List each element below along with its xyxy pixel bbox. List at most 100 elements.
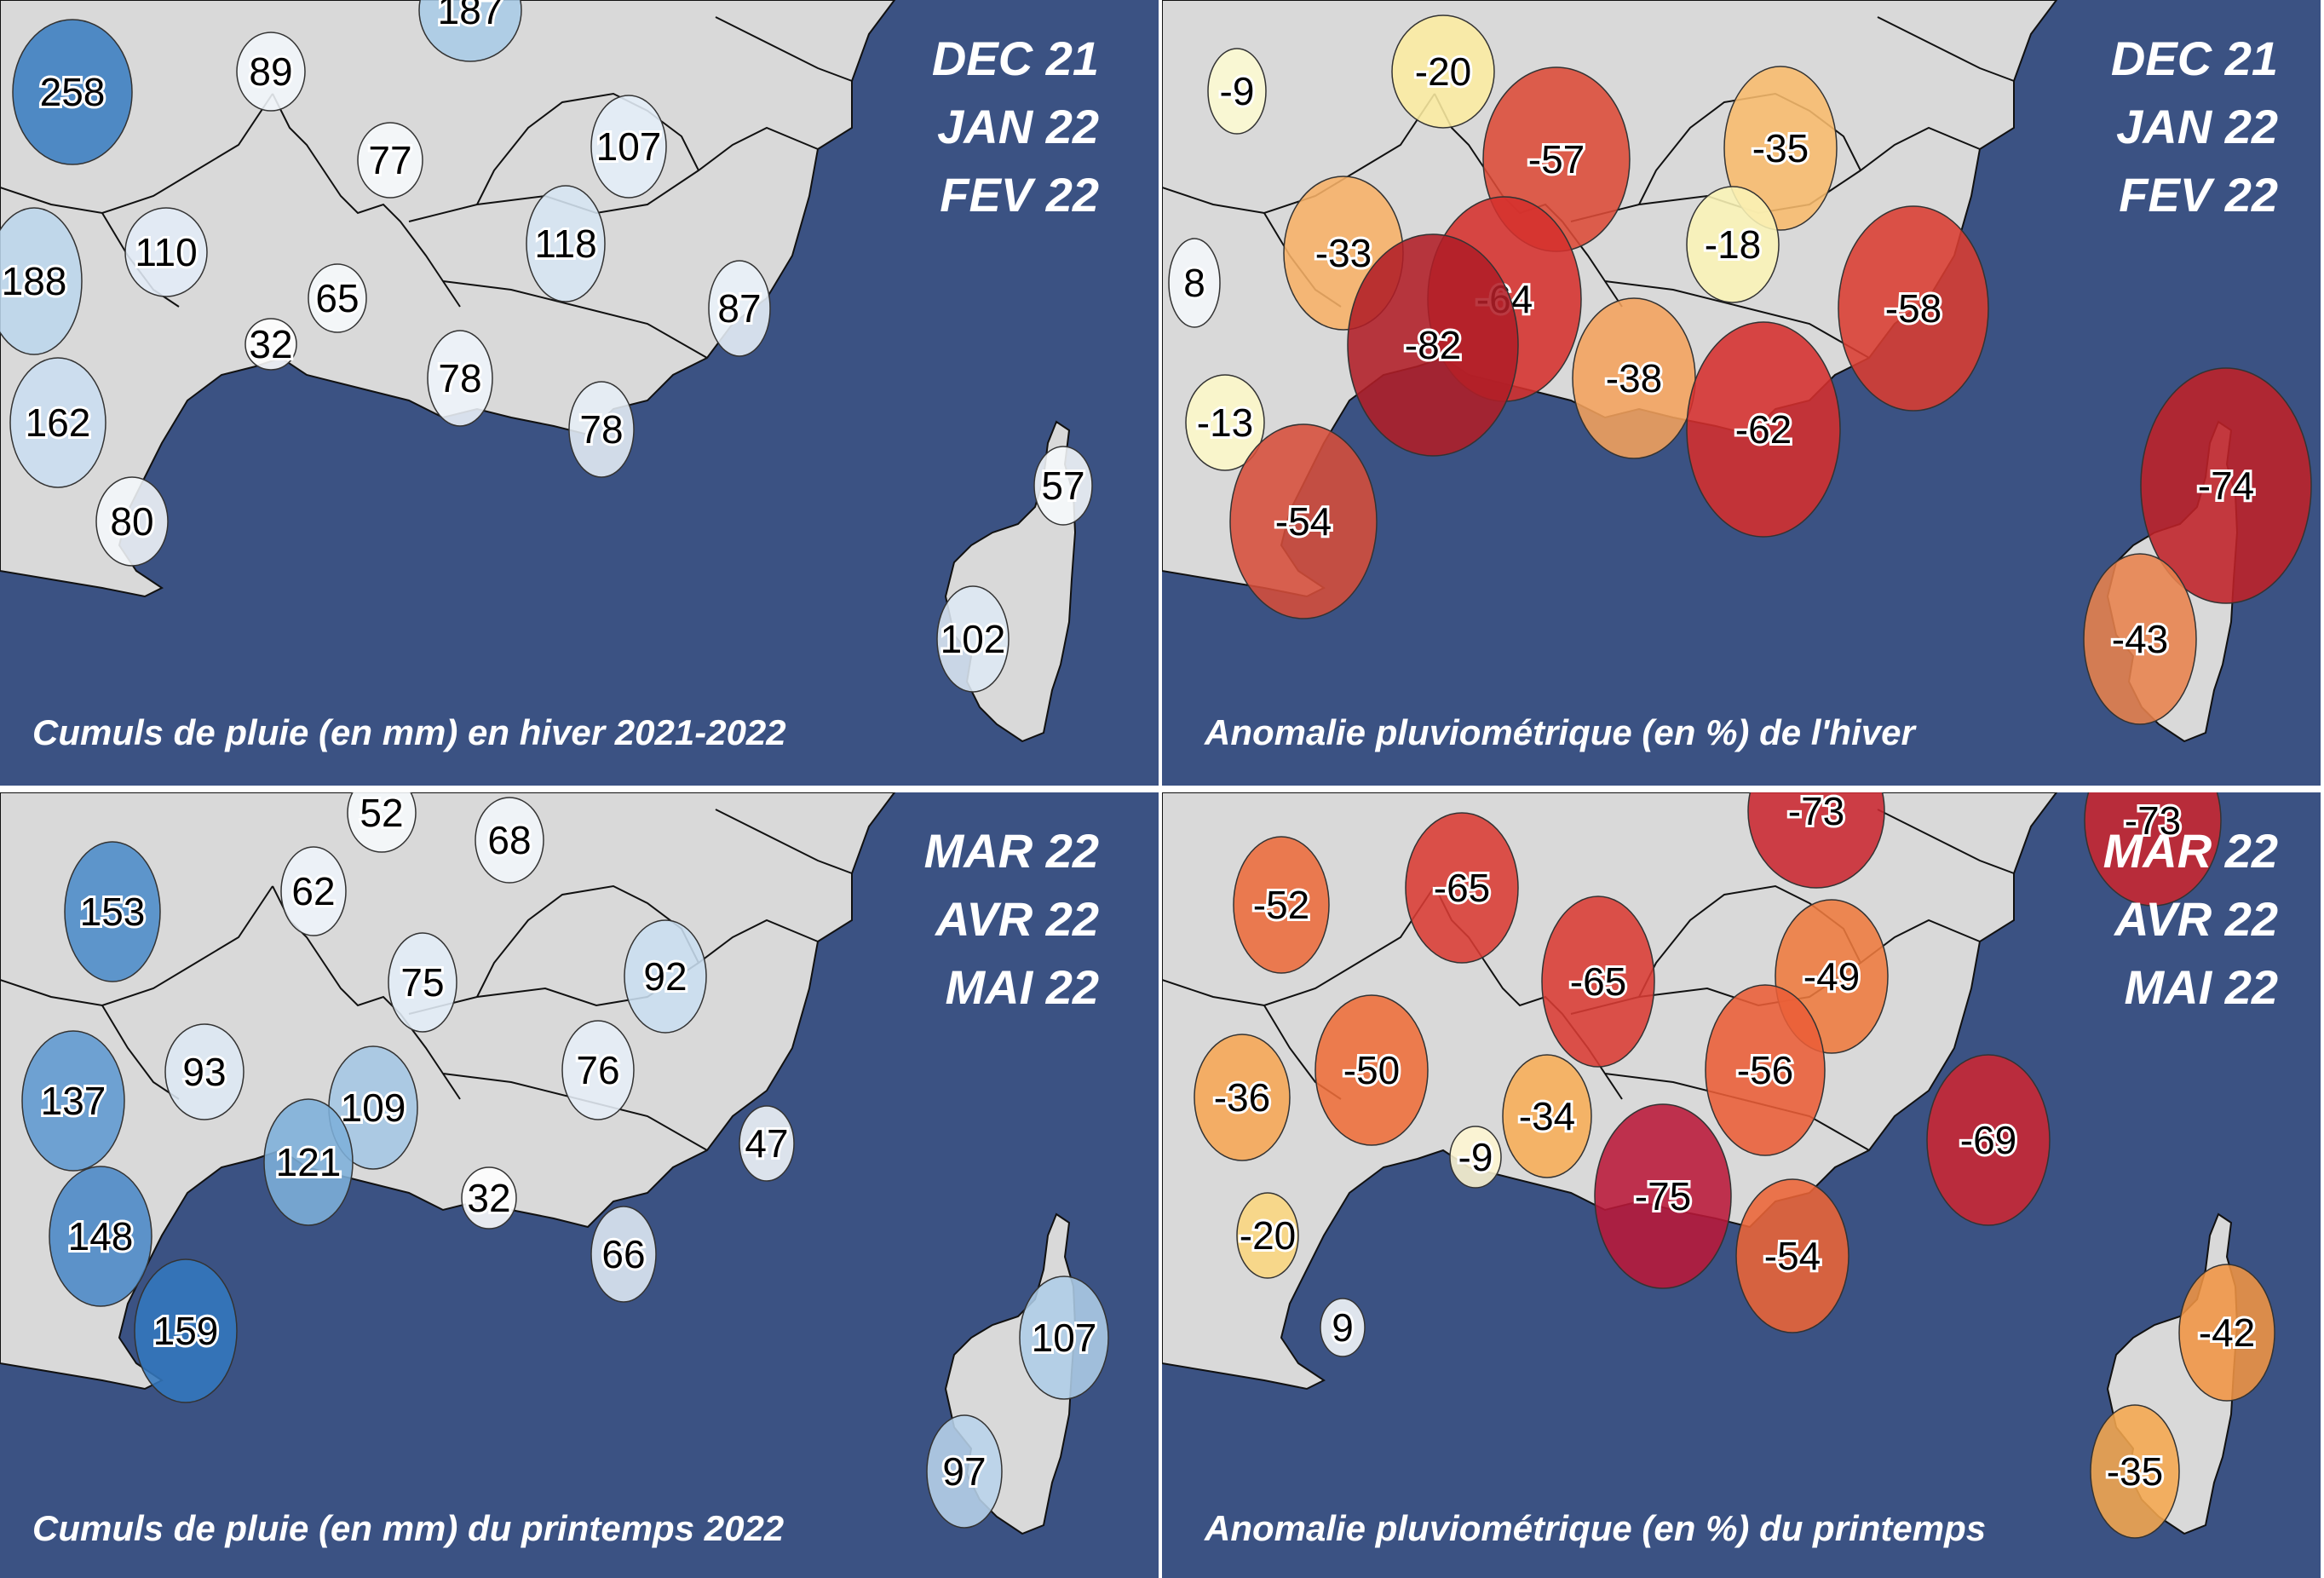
marker-value: -36 — [1214, 1075, 1270, 1120]
marker-value: -65 — [1434, 866, 1490, 910]
rainfall-marker: 32 — [461, 1166, 517, 1230]
rainfall-marker: -69 — [1926, 1054, 2051, 1226]
marker-circle — [1747, 792, 1885, 889]
marker-circle — [1449, 1126, 1502, 1189]
rainfall-marker: 107 — [1019, 1276, 1109, 1400]
rainfall-marker: 8 — [1168, 238, 1221, 328]
rainfall-marker: 62 — [280, 846, 347, 936]
marker-circle — [1168, 238, 1221, 328]
marker-circle — [21, 1030, 125, 1172]
marker-value: -82 — [1405, 323, 1461, 367]
marker-circle — [590, 95, 667, 199]
rainfall-marker: -74 — [2140, 367, 2312, 604]
rainfall-marker: 57 — [1033, 446, 1093, 526]
marker-circle — [1236, 1192, 1299, 1279]
rainfall-marker: -20 — [1391, 14, 1495, 129]
marker-circle — [347, 792, 417, 853]
rainfall-marker: -65 — [1541, 896, 1655, 1068]
marker-value: 187 — [438, 0, 503, 32]
marker-value: -13 — [1197, 400, 1253, 445]
marker-value: -74 — [2198, 464, 2254, 508]
rainfall-marker: 188 — [0, 207, 83, 355]
rainfall-marker: 89 — [236, 32, 306, 112]
marker-value: 78 — [438, 356, 481, 400]
marker-circle — [64, 841, 161, 982]
panel-caption: Anomalie pluviométrique (en %) du printe… — [1204, 1508, 1986, 1548]
rainfall-marker: 78 — [568, 381, 635, 478]
rainfall-marker: -13 — [1185, 374, 1265, 471]
marker-circle — [936, 585, 1010, 693]
marker-value: -43 — [2112, 617, 2168, 661]
marker-circle — [9, 357, 106, 488]
marker-value: -73 — [1788, 789, 1844, 833]
marker-value: -33 — [1315, 231, 1372, 275]
rainfall-marker: 258 — [12, 19, 133, 165]
marker-value: -75 — [1635, 1174, 1691, 1218]
rainfall-marker: 9 — [1320, 1298, 1366, 1357]
rainfall-marker: -62 — [1686, 321, 1841, 538]
rainfall-marker: 118 — [526, 185, 606, 302]
marker-circle — [1686, 321, 1841, 538]
marker-circle — [418, 0, 522, 62]
map-panel-winter-anomaly: -9-20-57-35-33-188-64-82-58-38-13-62-74-… — [1162, 0, 2321, 786]
marker-value: 75 — [400, 960, 444, 1005]
marker-circle — [1391, 14, 1495, 129]
period-label: DEC 21 — [2111, 32, 2278, 85]
marker-value: 65 — [315, 276, 359, 320]
marker-circle — [526, 185, 606, 302]
marker-circle — [1033, 446, 1093, 526]
rainfall-marker: -35 — [1723, 66, 1838, 231]
marker-value: -73 — [2125, 798, 2181, 843]
marker-value: 57 — [1041, 464, 1084, 508]
marker-circle — [739, 1105, 795, 1182]
rainfall-marker: 148 — [49, 1166, 152, 1307]
marker-value: 77 — [368, 138, 411, 182]
marker-value: -9 — [1220, 69, 1255, 113]
rainfall-marker: -54 — [1735, 1178, 1849, 1333]
marker-value: -57 — [1528, 137, 1585, 181]
marker-value: 107 — [1032, 1316, 1097, 1360]
marker-circle — [280, 846, 347, 936]
marker-value: -42 — [2199, 1310, 2255, 1355]
marker-circle — [1229, 423, 1378, 619]
marker-value: -38 — [1606, 356, 1662, 400]
marker-value: -35 — [2107, 1449, 2163, 1494]
marker-circle — [1926, 1054, 2051, 1226]
rainfall-marker: 52 — [347, 791, 417, 853]
marker-value: -54 — [1275, 499, 1332, 544]
marker-circle — [2083, 553, 2197, 725]
marker-circle — [244, 318, 297, 371]
marker-circle — [1594, 1103, 1732, 1289]
period-label: JAN 22 — [2116, 100, 2278, 153]
rainfall-marker: 93 — [164, 1023, 244, 1120]
marker-value: -9 — [1458, 1135, 1493, 1179]
rainfall-marker: 68 — [475, 797, 544, 884]
marker-circle — [561, 1020, 635, 1120]
marker-circle — [1233, 836, 1330, 974]
marker-circle — [2178, 1264, 2275, 1402]
panel-caption: Cumuls de pluie (en mm) du printemps 202… — [32, 1508, 784, 1548]
marker-circle — [308, 263, 367, 333]
marker-value: -52 — [1253, 883, 1309, 927]
marker-value: 97 — [942, 1449, 986, 1494]
marker-value: 102 — [941, 617, 1006, 661]
rainfall-marker: -52 — [1233, 836, 1330, 974]
marker-circle — [12, 19, 133, 165]
marker-value: 188 — [2, 259, 67, 303]
panel-caption: Cumuls de pluie (en mm) en hiver 2021-20… — [32, 712, 786, 752]
rainfall-marker: -38 — [1572, 297, 1696, 459]
rainfall-marker: -54 — [1229, 423, 1378, 619]
marker-value: -18 — [1705, 222, 1761, 267]
rainfall-marker: 97 — [926, 1414, 1003, 1529]
marker-value: 52 — [360, 791, 403, 835]
marker-circle — [357, 122, 423, 199]
period-label: AVR 22 — [2113, 892, 2278, 946]
marker-value: 121 — [276, 1140, 342, 1184]
map-panel-winter-cumuls: 258 187 89 77 107 110 118 188 65 87 32 78 162 78 57 80 1… — [0, 0, 1159, 786]
rainfall-marker: 78 — [427, 330, 493, 427]
marker-circle — [708, 260, 771, 357]
rainfall-marker: 109 — [328, 1045, 418, 1170]
marker-value: 76 — [576, 1048, 619, 1092]
marker-circle — [1735, 1178, 1849, 1333]
period-label: MAR 22 — [2103, 824, 2278, 878]
